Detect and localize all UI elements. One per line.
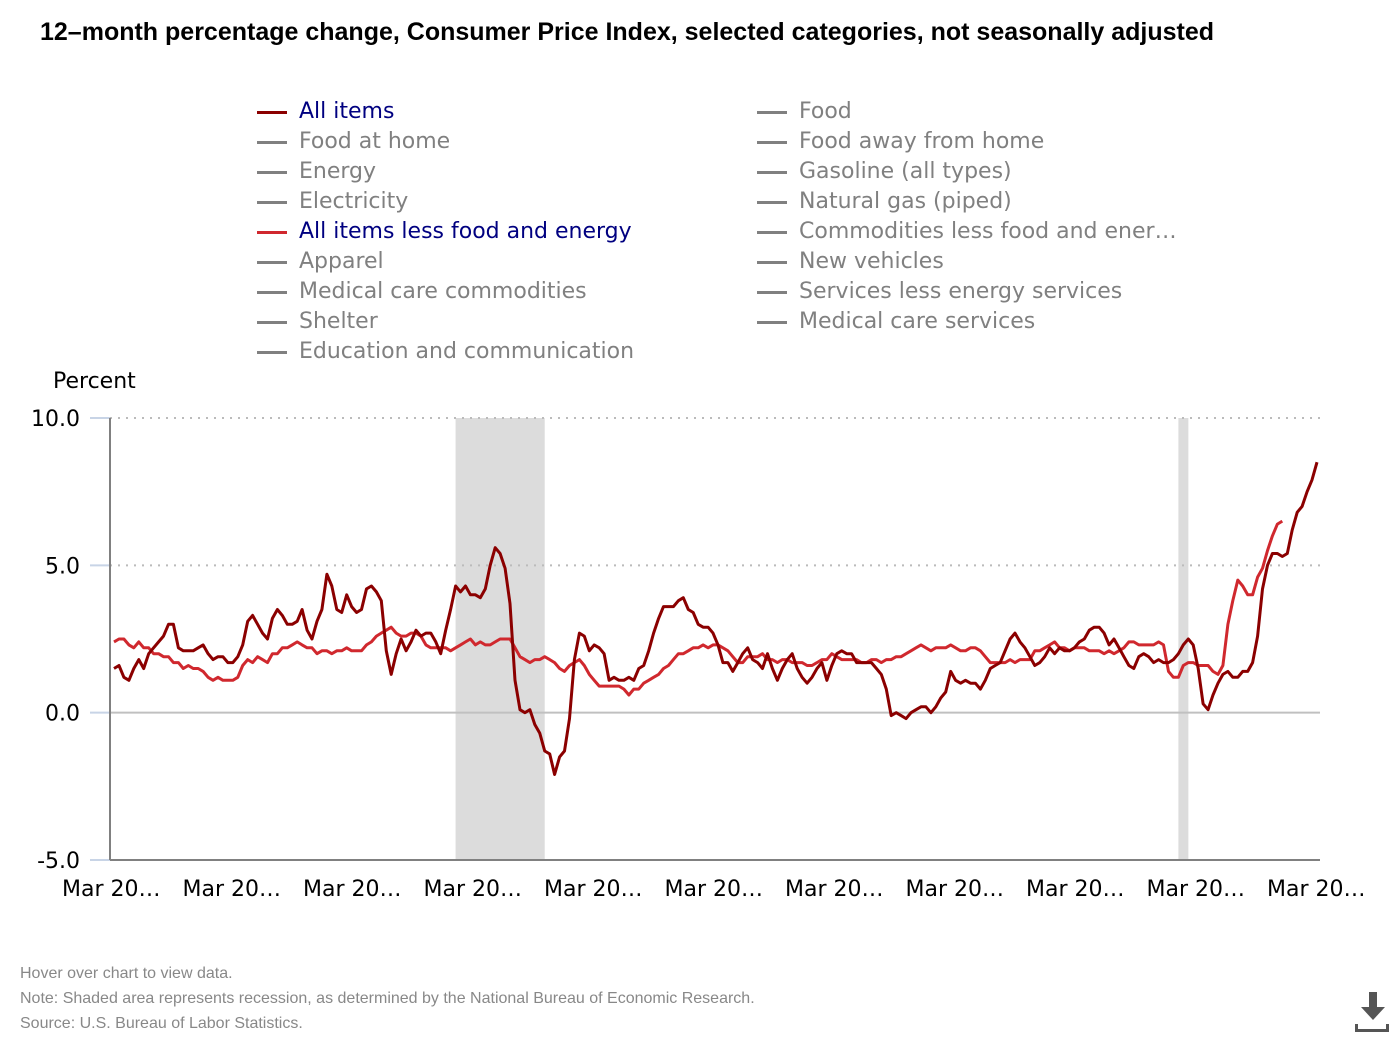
x-tick-label: Mar 20… [183, 877, 282, 902]
legend-swatch-icon [257, 320, 287, 324]
legend-item[interactable]: Energy [257, 157, 634, 187]
legend-item[interactable]: Gasoline (all types) [757, 157, 1177, 187]
x-tick-label: Mar 20… [424, 877, 523, 902]
legend-label: New vehicles [799, 249, 944, 274]
legend-swatch-icon [257, 170, 287, 174]
hover-note: Hover over chart to view data. [20, 965, 233, 982]
legend-swatch-icon [257, 350, 287, 354]
legend-swatch-icon [757, 320, 787, 324]
legend-item[interactable]: Commodities less food and ener… [757, 217, 1177, 247]
legend-swatch-icon [257, 140, 287, 144]
legend-label: Services less energy services [799, 279, 1123, 304]
legend-label: Natural gas (piped) [799, 189, 1012, 214]
legend-item[interactable]: Food away from home [757, 127, 1177, 157]
source-note: Source: U.S. Bureau of Labor Statistics. [20, 1015, 303, 1032]
y-tick-label: 5.0 [45, 554, 80, 579]
legend-swatch-icon [757, 290, 787, 294]
legend-item[interactable]: Shelter [257, 307, 634, 337]
legend-label: Energy [299, 159, 377, 184]
legend-label: Gasoline (all types) [799, 159, 1012, 184]
x-tick-label: Mar 20… [62, 877, 161, 902]
y-axis-title: Percent [53, 369, 136, 394]
chart-footer: Hover over chart to view data. Note: Sha… [20, 961, 755, 1036]
legend-label: Medical care services [799, 309, 1036, 334]
y-tick-label: 0.0 [45, 702, 80, 727]
legend-item[interactable]: Food [757, 97, 1177, 127]
series-line-all-items[interactable] [113, 461, 1319, 776]
legend-item[interactable]: All items [257, 97, 634, 127]
legend-label: Food away from home [799, 129, 1045, 154]
legend-swatch-icon [757, 230, 787, 234]
x-tick-label: Mar 20… [1267, 877, 1366, 902]
legend-label: Education and communication [299, 339, 635, 364]
y-tick-label: 10.0 [31, 407, 80, 432]
legend-item[interactable]: Medical care services [757, 307, 1177, 337]
x-tick-label: Mar 20… [1026, 877, 1125, 902]
x-tick-label: Mar 20… [303, 877, 402, 902]
legend-swatch-icon [757, 140, 787, 144]
legend-label: Medical care commodities [299, 279, 587, 304]
legend-column-2: Food Food away from home Gasoline (all typ… [757, 97, 1177, 337]
legend-item[interactable]: New vehicles [757, 247, 1177, 277]
legend-label: Shelter [299, 309, 378, 334]
legend-label: Electricity [299, 189, 409, 214]
recession-note: Note: Shaded area represents recession, … [20, 990, 755, 1007]
x-tick-label: Mar 20… [665, 877, 764, 902]
legend-swatch-icon [757, 170, 787, 174]
legend-label: All items [299, 99, 395, 124]
cpi-line-chart[interactable]: Percent 10.0 5.0 0.0 -5.0 Mar 20… Mar 20… Mar 2… [0, 360, 1400, 920]
legend-label: Food at home [299, 129, 451, 154]
x-tick-label: Mar 20… [544, 877, 643, 902]
legend-item[interactable]: Apparel [257, 247, 634, 277]
chart-title: 12–month percentage change, Consumer Pri… [40, 18, 1215, 46]
legend-item[interactable]: Services less energy services [757, 277, 1177, 307]
legend-label: Commodities less food and ener… [799, 219, 1177, 244]
legend-item[interactable]: Natural gas (piped) [757, 187, 1177, 217]
x-tick-label: Mar 20… [785, 877, 884, 902]
download-icon [1355, 992, 1389, 1032]
legend-swatch-icon [757, 110, 787, 114]
legend-item[interactable]: Education and communication [257, 337, 634, 367]
series-line-all-items-less-food-and-energy[interactable] [113, 519, 1284, 697]
legend-swatch-icon [257, 260, 287, 264]
recession-band [1178, 418, 1189, 860]
legend-swatch-icon [257, 290, 287, 294]
download-button[interactable] [1352, 990, 1392, 1034]
legend-swatch-icon [757, 200, 787, 204]
legend-item[interactable]: Food at home [257, 127, 634, 157]
x-tick-label: Mar 20… [1147, 877, 1246, 902]
legend-label: Apparel [299, 249, 384, 274]
legend-swatch-icon [257, 230, 287, 234]
x-tick-label: Mar 20… [906, 877, 1005, 902]
legend-label: All items less food and energy [299, 219, 632, 244]
legend-label: Food [799, 99, 852, 124]
legend-item[interactable]: Electricity [257, 187, 634, 217]
legend-column-1: All items Food at home Energy Electricity Al… [257, 97, 634, 367]
legend-swatch-icon [257, 200, 287, 204]
legend-swatch-icon [757, 260, 787, 264]
legend-item[interactable]: Medical care commodities [257, 277, 634, 307]
legend-swatch-icon [257, 110, 287, 114]
y-tick-label: -5.0 [37, 849, 80, 874]
legend-item[interactable]: All items less food and energy [257, 217, 634, 247]
